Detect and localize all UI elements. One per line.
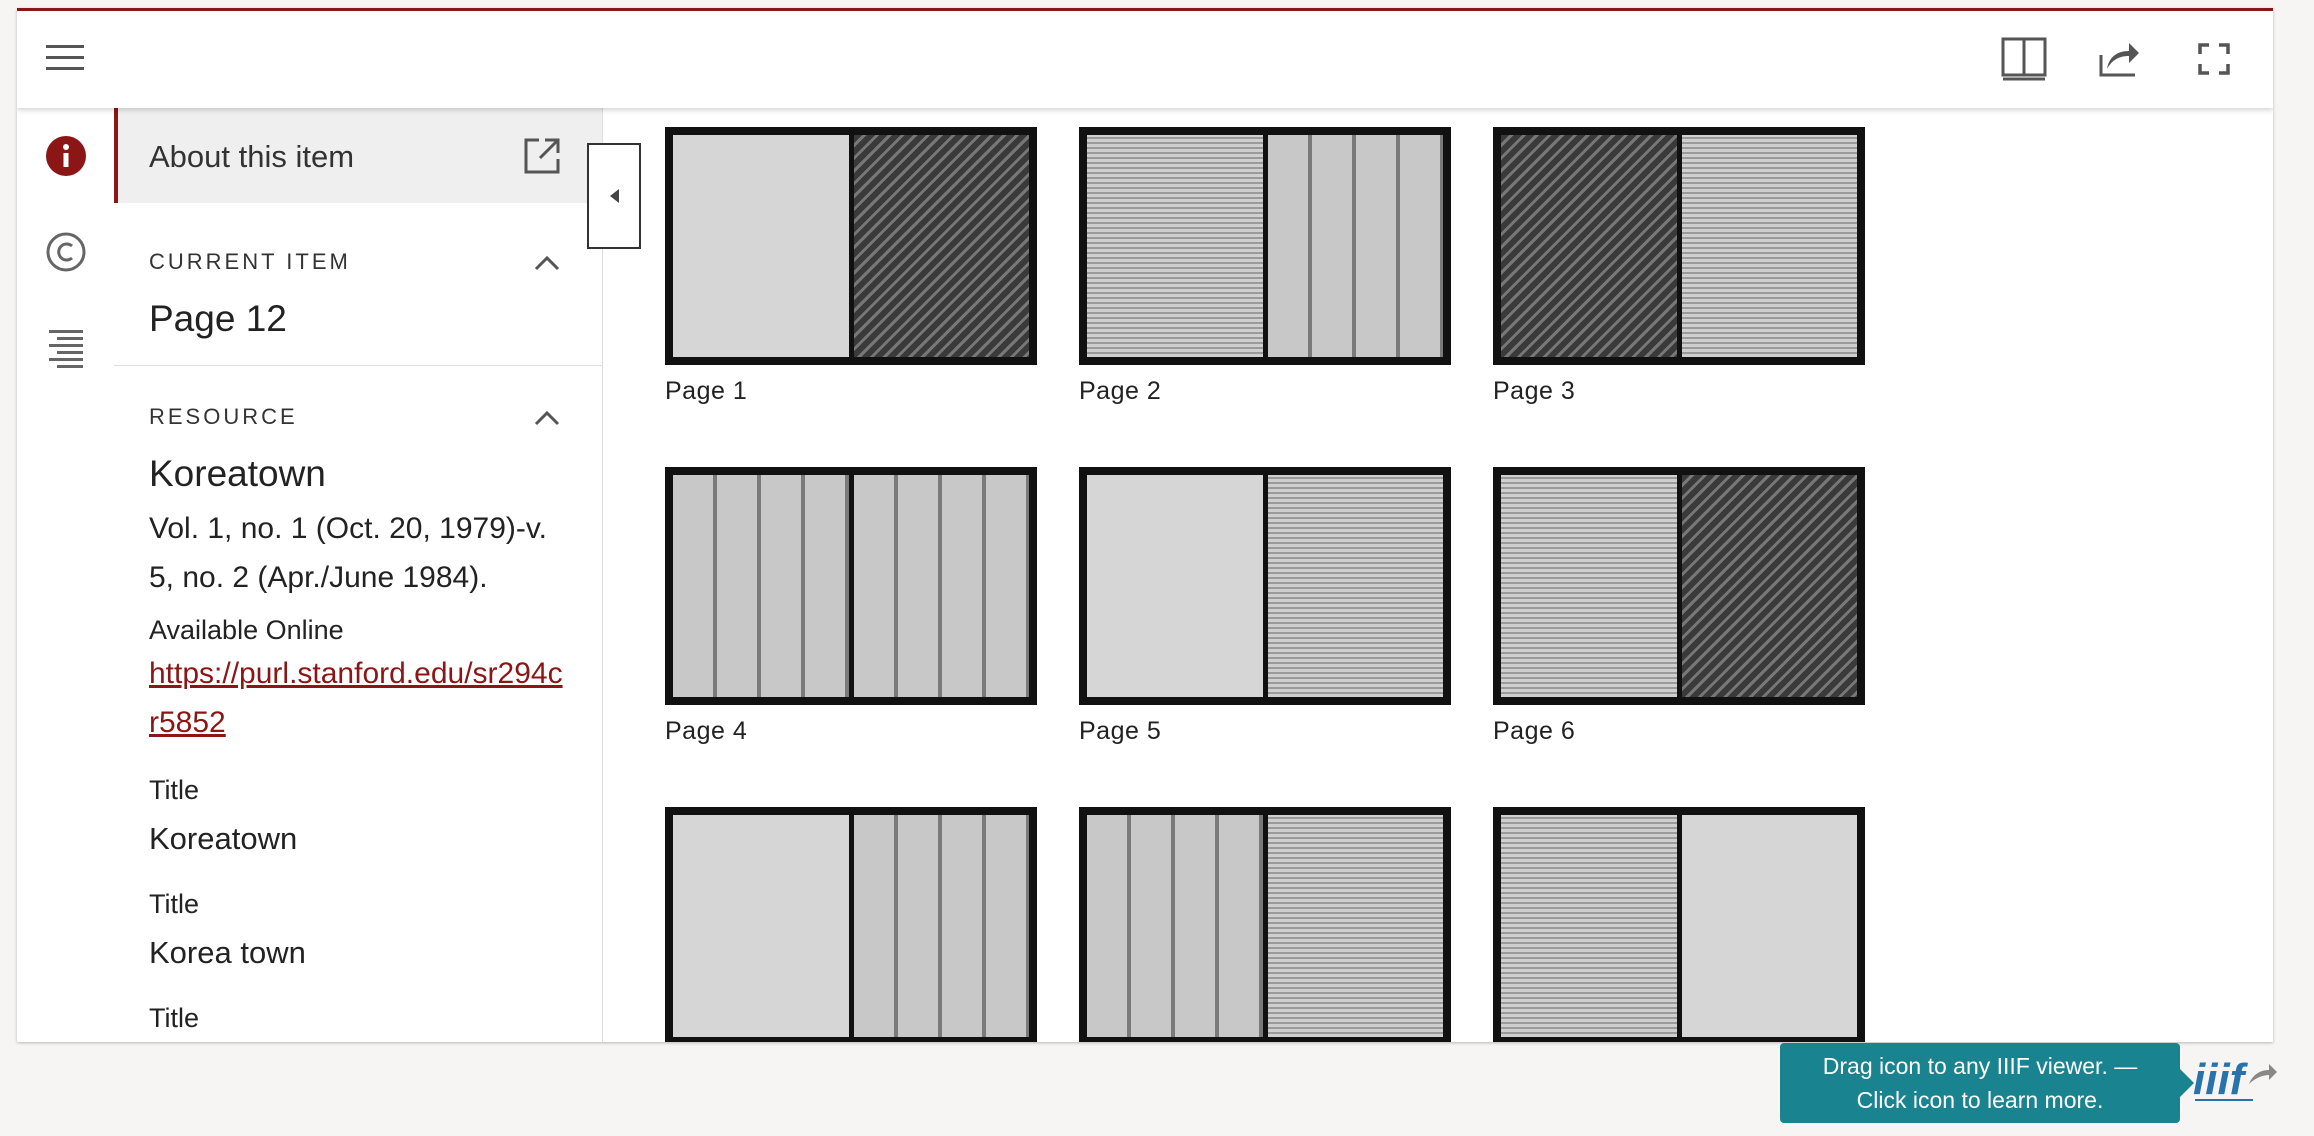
iiif-drag-icon[interactable]: iiif [2193,1050,2277,1108]
about-title: About this item [149,139,355,174]
fullscreen-icon[interactable] [2192,37,2236,81]
book-view-icon[interactable] [2000,35,2048,83]
about-header: About this item [114,108,602,203]
page-caption: Page 2 [1079,377,1162,405]
collapse-resource-icon[interactable] [532,408,562,428]
collapse-current-item-icon[interactable] [532,253,562,273]
metadata-label: Title [149,889,200,919]
page-image [665,467,1037,705]
gallery-view: Page 1 Page 2 Page 3 Page 4 Page 5 Page … [603,108,2273,1042]
gallery-thumbnail[interactable] [665,807,1037,1042]
resource-label: RESOURCE [149,404,298,429]
iiif-logo-text: iiif [2193,1055,2249,1104]
gallery-thumbnail[interactable]: Page 2 [1079,127,1451,406]
gallery-thumbnail[interactable]: Page 3 [1493,127,1865,406]
open-external-icon[interactable] [522,136,562,176]
metadata-label: Title [149,775,200,805]
page-image [1079,807,1451,1042]
resource-title: Koreatown [149,453,326,494]
current-item-value: Page 12 [149,298,287,339]
page-image [1493,467,1865,705]
page-caption: Page 4 [665,717,748,745]
copyright-icon[interactable] [17,204,114,300]
hamburger-menu-icon[interactable] [45,38,85,78]
available-online-label: Available Online [149,615,344,645]
top-toolbar [17,11,2273,108]
gallery-thumbnail[interactable] [1493,807,1865,1042]
current-item-label: CURRENT ITEM [149,249,351,274]
companion-rail [17,108,115,1042]
purl-link[interactable]: https://purl.stanford.edu/sr294cr5852 [149,657,563,739]
metadata-value: Korea town [149,935,306,970]
gallery-thumbnail[interactable]: Page 1 [665,127,1037,406]
metadata-label: Title [149,1003,200,1033]
contents-list-icon[interactable] [17,300,114,396]
page-image [665,127,1037,365]
page-caption: Page 3 [1493,377,1576,405]
mirador-viewer: About this item CURRENT ITEM Page 12 RES… [17,8,2273,1042]
gallery-thumbnail[interactable]: Page 4 [665,467,1037,746]
tooltip-line-2: Click icon to learn more. [1856,1087,2104,1113]
tooltip-line-1: Drag icon to any IIIF viewer. — [1822,1053,2138,1079]
metadata-value: Koreatown [149,821,298,856]
iiif-drag-tooltip: Drag icon to any IIIF viewer. — Click ic… [1780,1043,2194,1123]
share-icon[interactable] [2095,35,2143,83]
section-divider [114,365,602,366]
gallery-thumbnail[interactable]: Page 5 [1079,467,1451,746]
gallery-thumbnail[interactable] [1079,807,1451,1042]
page-image [1079,467,1451,705]
chevron-left-icon [610,189,619,203]
page-image [665,807,1037,1042]
collapse-sidebar-button[interactable] [587,143,641,249]
page-image [1079,127,1451,365]
page-caption: Page 5 [1079,717,1162,745]
page-image [1493,127,1865,365]
page-caption: Page 6 [1493,717,1576,745]
gallery-thumbnail[interactable]: Page 6 [1493,467,1865,746]
info-icon[interactable] [17,108,114,204]
page-caption: Page 1 [665,377,748,405]
information-panel: About this item CURRENT ITEM Page 12 RES… [114,108,603,1042]
page-image [1493,807,1865,1042]
resource-description: Vol. 1, no. 1 (Oct. 20, 1979)-v. 5, no. … [149,512,547,594]
